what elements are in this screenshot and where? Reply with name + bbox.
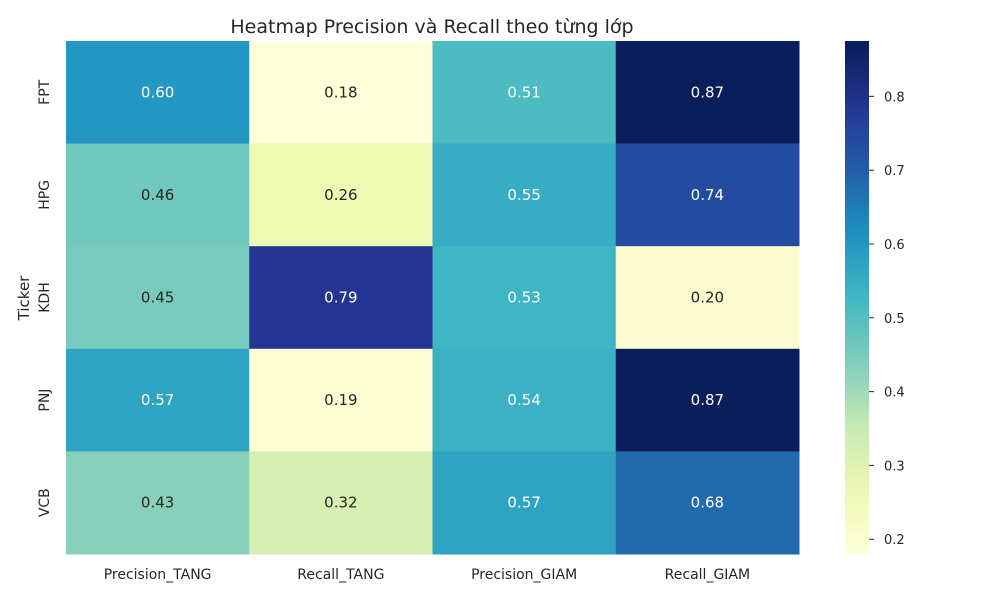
cell-value-label: 0.79	[324, 289, 357, 307]
heatmap-cell-fpt-recall_tang	[249, 41, 433, 145]
cell-value-label: 0.45	[141, 289, 174, 307]
heatmap-cell-kdh-precision_tang	[66, 246, 250, 350]
heatmap-cell-pnj-recall_giam	[615, 348, 800, 452]
colorbar-ticks: 0.2 0.3 0.4 0.5 0.6 0.7 0.8	[869, 90, 905, 548]
heatmap-cell-kdh-recall_tang	[249, 246, 433, 350]
x-tick-label: Recall_TANG	[297, 567, 384, 583]
heatmap-cell-fpt-precision_tang	[66, 41, 250, 145]
x-tick-label: Recall_GIAM	[665, 567, 750, 583]
heatmap-cell-vcb-recall_giam	[615, 451, 800, 555]
heatmap-cell-vcb-precision_giam	[432, 451, 617, 555]
cell-value-label: 0.51	[507, 83, 540, 101]
y-tick-label: FPT	[37, 79, 53, 104]
heatmap-cell-hpg-precision_giam	[432, 143, 617, 247]
cell-value-label: 0.18	[324, 83, 357, 101]
heatmap-cell-hpg-recall_giam	[615, 143, 800, 247]
cell-value-label: 0.53	[507, 289, 540, 307]
y-axis-label: Ticker	[15, 275, 33, 321]
colorbar-tick-label: 0.6	[884, 238, 905, 253]
cell-value-label: 0.20	[691, 289, 724, 307]
y-tick-label: KDH	[37, 282, 53, 313]
colorbar	[845, 41, 869, 554]
heatmap-cell-kdh-precision_giam	[432, 246, 617, 350]
y-tick-labels: FPT HPG KDH PNJ VCB	[37, 79, 53, 517]
colorbar-tick-label: 0.2	[884, 533, 905, 548]
colorbar-tick-label: 0.5	[884, 312, 905, 327]
cell-value-label: 0.26	[324, 186, 357, 204]
heatmap-cell-vcb-precision_tang	[66, 451, 250, 555]
x-tick-label: Precision_GIAM	[471, 567, 577, 583]
y-tick-label: VCB	[37, 488, 53, 517]
x-tick-labels: Precision_TANG Recall_TANG Precision_GIAM R…	[104, 567, 750, 583]
cell-value-label: 0.57	[507, 494, 540, 512]
cell-value-label: 0.57	[141, 391, 174, 409]
cell-value-label: 0.74	[691, 186, 724, 204]
heatmap-cell-vcb-recall_tang	[249, 451, 433, 555]
heatmap-cell-pnj-precision_giam	[432, 348, 617, 452]
y-tick-label: PNJ	[37, 389, 53, 412]
heatmap-cells: 0.60 0.18 0.51 0.87 0.46 0.26 0.55 0.74 0.45 0.79…	[66, 41, 800, 555]
x-tick-label: Precision_TANG	[104, 567, 212, 583]
colorbar-tick-label: 0.4	[884, 386, 905, 401]
cell-value-label: 0.68	[691, 494, 724, 512]
cell-value-label: 0.19	[324, 391, 357, 409]
heatmap-cell-fpt-precision_giam	[432, 41, 617, 145]
heatmap-cell-pnj-recall_tang	[249, 348, 433, 452]
chart-title: Heatmap Precision và Recall theo từng lớ…	[230, 16, 633, 38]
heatmap-cell-fpt-recall_giam	[615, 41, 800, 145]
colorbar-tick-label: 0.8	[884, 90, 905, 105]
heatmap-cell-hpg-recall_tang	[249, 143, 433, 247]
cell-value-label: 0.54	[507, 391, 540, 409]
cell-value-label: 0.87	[691, 391, 724, 409]
colorbar-tick-label: 0.7	[884, 164, 905, 179]
colorbar-tick-label: 0.3	[884, 459, 905, 474]
cell-value-label: 0.46	[141, 186, 174, 204]
y-tick-label: HPG	[37, 180, 53, 210]
heatmap-cell-hpg-precision_tang	[66, 143, 250, 247]
heatmap-cell-pnj-precision_tang	[66, 348, 250, 452]
cell-value-label: 0.43	[141, 494, 174, 512]
heatmap-cell-kdh-recall_giam	[615, 246, 800, 350]
cell-value-label: 0.32	[324, 494, 357, 512]
cell-value-label: 0.55	[507, 186, 540, 204]
cell-value-label: 0.87	[691, 83, 724, 101]
cell-value-label: 0.60	[141, 83, 174, 101]
